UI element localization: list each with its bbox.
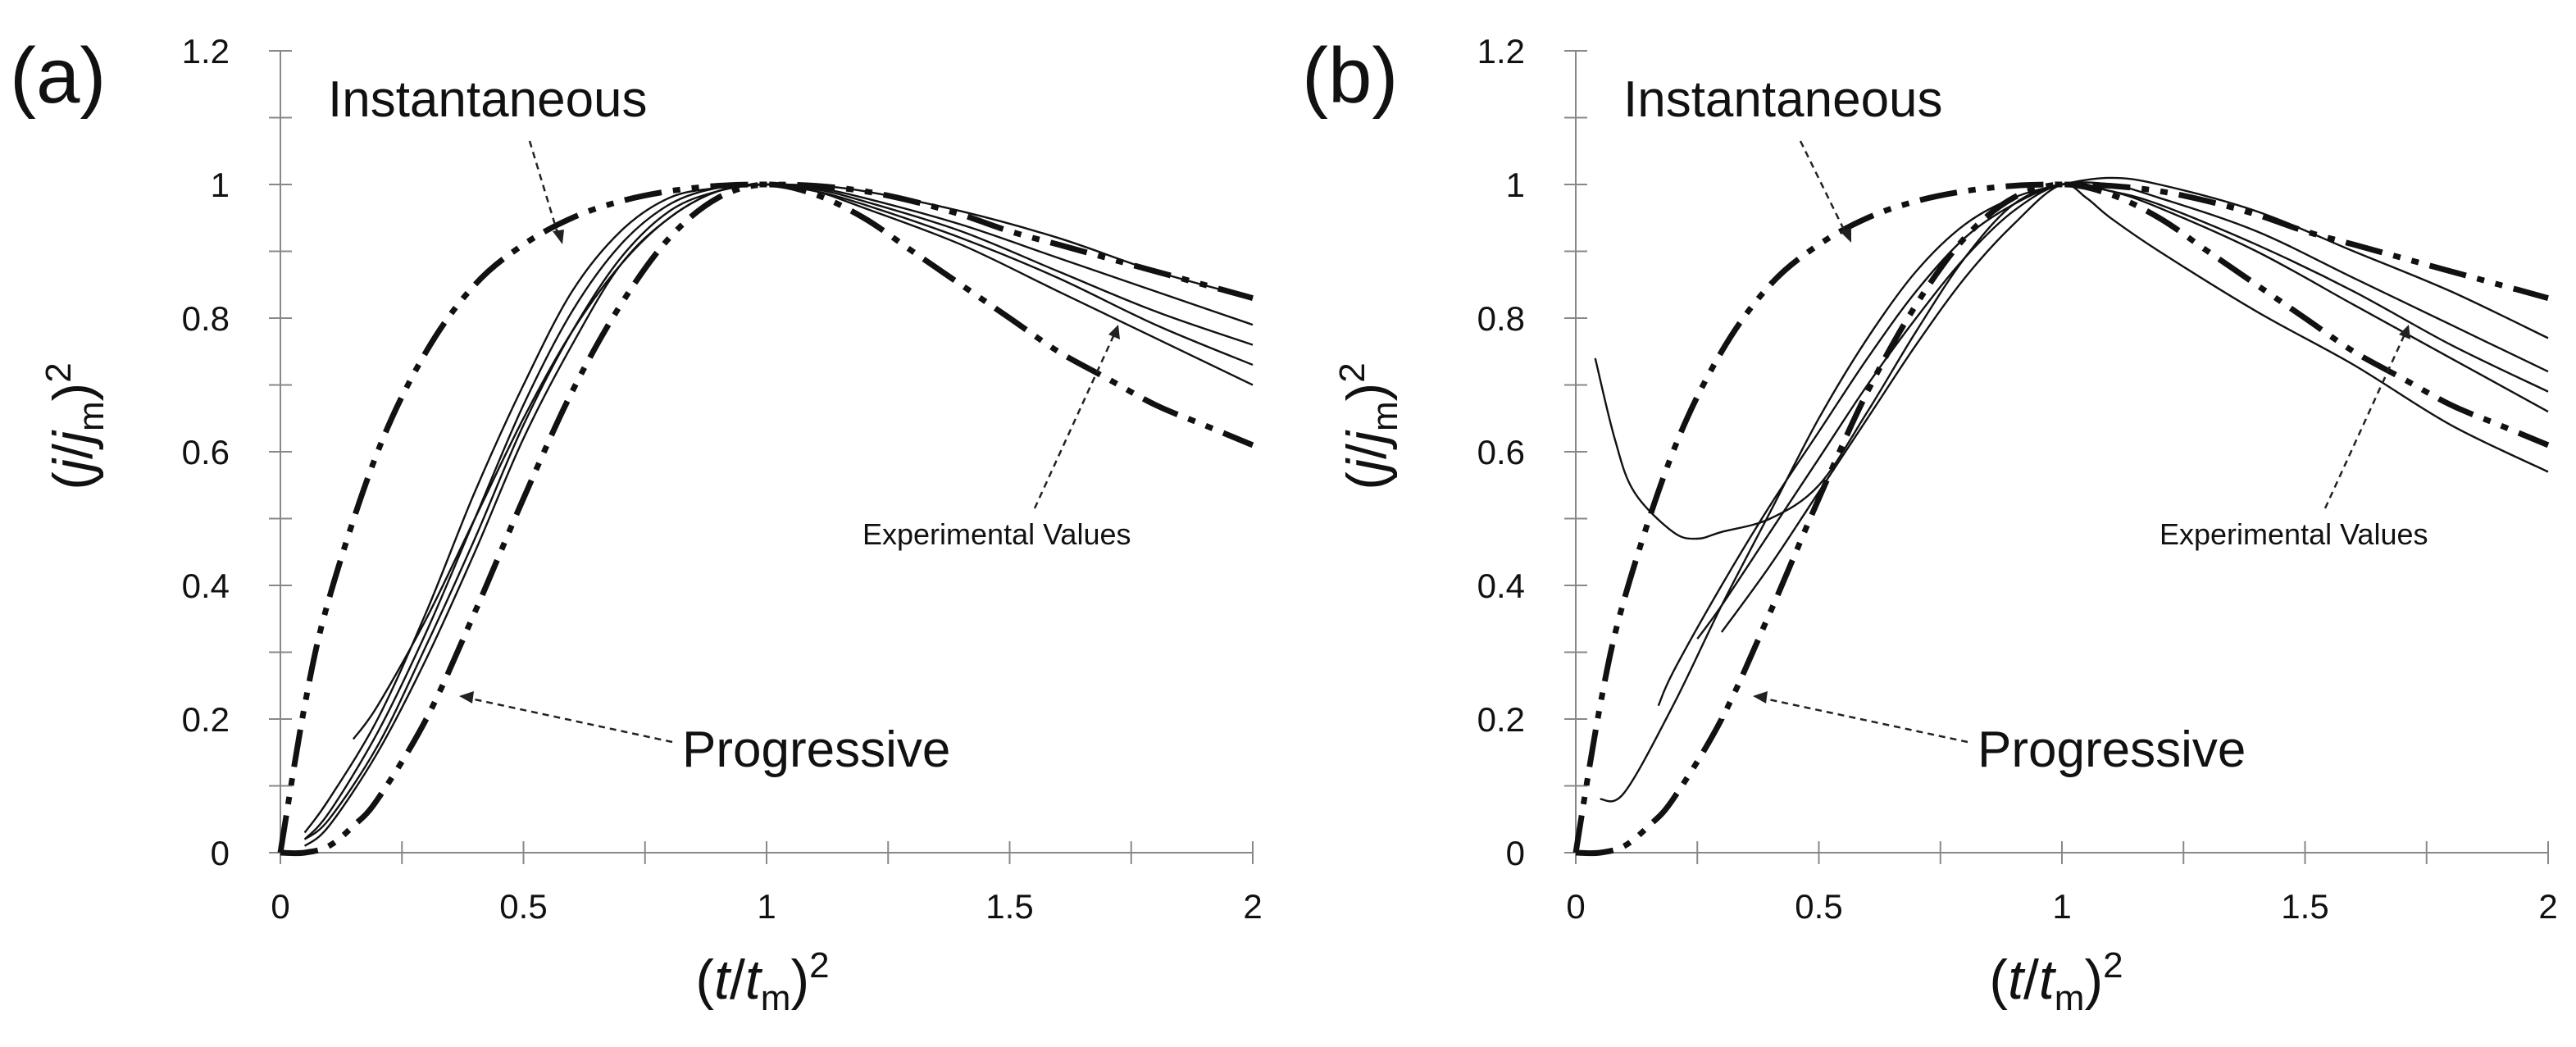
- panel-a-y-tick-label: 0.6: [182, 433, 230, 471]
- panel-a-y-tick-label: 0.4: [182, 567, 230, 605]
- panel-a-y-tick-label: 1: [211, 166, 230, 204]
- panel-b-y-tick-label: 0.6: [1477, 433, 1525, 471]
- panel-b-x-tick-label: 0: [1566, 887, 1585, 926]
- panel-a-experimental-curve-5: [352, 183, 1254, 740]
- panel-b-y-tick-label: 1: [1506, 166, 1525, 204]
- panel-a-y-tick-label: 0.2: [182, 700, 230, 739]
- panel-a-experimental-curve-3: [303, 183, 1254, 840]
- panel-b-x-tick-label: 2: [2538, 887, 2557, 926]
- panel-a-x-axis-title: (t/tm)2: [695, 945, 829, 1018]
- panel-b-experimental-curve-5: [1720, 181, 2549, 633]
- panel-b-experimental-curve-4: [1696, 182, 2549, 640]
- panel-a-x-tick-label: 0.5: [499, 887, 547, 926]
- panel-a-x-tick-label: 2: [1243, 887, 1262, 926]
- panel-b-plot-area: 0 0.5 1 1.5 2 0 0.2 0.4 0.6 0.8 1 1.2: [1477, 32, 2558, 926]
- panel-a-progressive-label: Progressive: [682, 722, 950, 778]
- panel-a-x-tick-label: 1: [757, 887, 776, 926]
- panel-b-x-tick-label: 1: [2052, 887, 2071, 926]
- panel-a-experimental-pointer: [1033, 335, 1115, 509]
- panel-b-experimental-label: Experimental Values: [2160, 517, 2428, 551]
- panel-a-experimental-label: Experimental Values: [862, 517, 1131, 551]
- panel-b-progressive-pointer: [1764, 697, 1968, 744]
- panel-b-experimental-pointer: [2323, 335, 2405, 509]
- panel-a-progressive-arrowhead: [459, 691, 474, 703]
- panel-a-instantaneous-pointer: [528, 140, 559, 234]
- panel-b-y-tick-label: 0.2: [1477, 700, 1525, 739]
- panel-b-experimental-curve-3: [1657, 181, 2549, 707]
- panel-a: 0 0.5 1 1.5 2 0 0.2 0.4 0.6 0.8 1 1.2 (a) Instantan…: [10, 32, 1263, 1018]
- panel-b-instantaneous-arrowhead: [1840, 228, 1851, 243]
- panel-a-y-axis-title: (j/jm)2: [39, 362, 112, 490]
- panel-b-experimental-curve-1: [1594, 183, 2549, 540]
- panel-b-y-tick-label: 0.4: [1477, 567, 1525, 605]
- panel-a-label: (a): [10, 32, 106, 120]
- panel-b-y-tick-label: 0.8: [1477, 299, 1525, 338]
- panel-b-x-axis-title: (t/tm)2: [1989, 945, 2123, 1018]
- panel-b-y-axis-title: (j/jm)2: [1332, 362, 1405, 490]
- panel-b-x-tick-label: 0.5: [1795, 887, 1842, 926]
- panel-b-x-tick-label: 1.5: [2281, 887, 2328, 926]
- panel-b-experimental-curve-2: [1600, 176, 2549, 803]
- panel-a-y-tick-label: 1.2: [182, 32, 230, 71]
- panel-a-instantaneous-model-curve: [277, 181, 1254, 854]
- panel-b-instantaneous-pointer: [1799, 140, 1846, 232]
- panel-b-instantaneous-label: Instantaneous: [1623, 71, 1943, 128]
- panel-a-instantaneous-label: Instantaneous: [328, 71, 648, 128]
- panel-b-label: (b): [1302, 32, 1398, 120]
- panel-b-experimental-arrowhead: [2399, 325, 2410, 339]
- panel-b: 0 0.5 1 1.5 2 0 0.2 0.4 0.6 0.8 1 1.2 (b) Instantan…: [1302, 32, 2558, 1018]
- panel-a-x-tick-label: 1.5: [985, 887, 1033, 926]
- panel-b-progressive-label: Progressive: [1978, 722, 2246, 778]
- panel-b-progressive-arrowhead: [1753, 691, 1768, 703]
- panel-b-y-tick-label: 1.2: [1477, 32, 1525, 71]
- panel-a-progressive-pointer: [470, 697, 673, 744]
- panel-a-y-tick-label: 0.8: [182, 299, 230, 338]
- panel-a-instantaneous-arrowhead: [553, 230, 564, 244]
- panel-a-plot-area: 0 0.5 1 1.5 2 0 0.2 0.4 0.6 0.8 1 1.2: [182, 32, 1263, 926]
- panel-a-experimental-curve-2: [303, 183, 1254, 840]
- panel-a-x-tick-label: 0: [271, 887, 289, 926]
- panel-a-y-tick-label: 0: [211, 834, 230, 872]
- panel-a-experimental-arrowhead: [1108, 325, 1120, 339]
- panel-b-y-tick-label: 0: [1506, 834, 1525, 872]
